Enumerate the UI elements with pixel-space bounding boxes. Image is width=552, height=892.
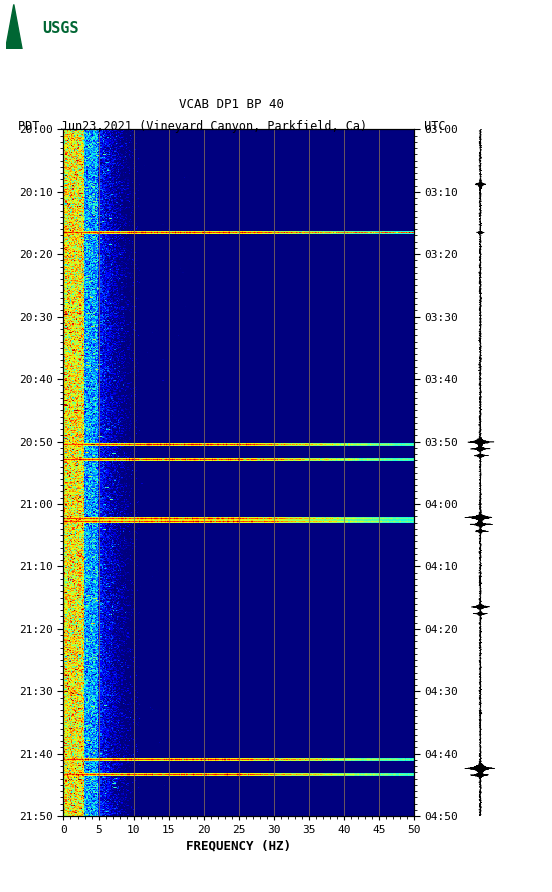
X-axis label: FREQUENCY (HZ): FREQUENCY (HZ) <box>186 839 291 853</box>
Polygon shape <box>6 4 22 49</box>
Text: PDT   Jun23,2021 (Vineyard Canyon, Parkfield, Ca)        UTC: PDT Jun23,2021 (Vineyard Canyon, Parkfie… <box>18 120 445 134</box>
Text: VCAB DP1 BP 40: VCAB DP1 BP 40 <box>179 98 284 112</box>
Text: USGS: USGS <box>42 21 78 37</box>
